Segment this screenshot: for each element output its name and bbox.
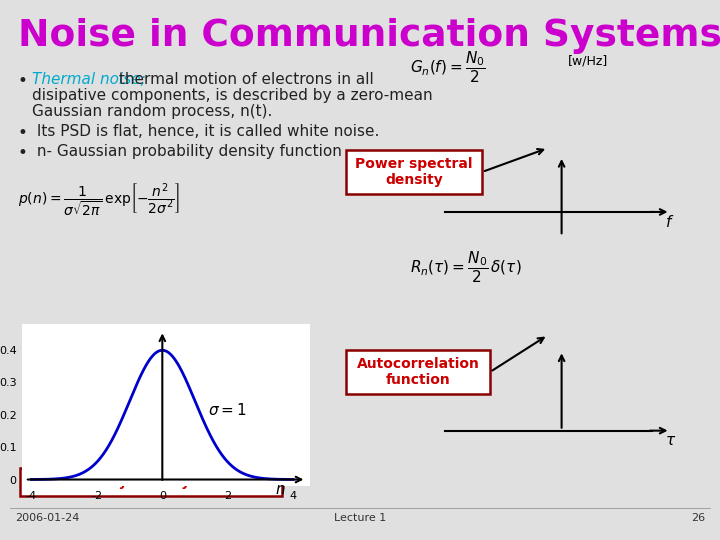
Text: Its PSD is flat, hence, it is called white noise.: Its PSD is flat, hence, it is called whi… [32,124,379,139]
Text: Autocorrelation
function: Autocorrelation function [356,357,480,387]
Text: Gaussian random process, n(t).: Gaussian random process, n(t). [32,104,272,119]
FancyBboxPatch shape [346,350,490,394]
Text: 2006-01-24: 2006-01-24 [15,513,79,523]
Text: thermal motion of electrons in all: thermal motion of electrons in all [114,72,374,87]
Text: Lecture 1: Lecture 1 [334,513,386,523]
Text: $\sigma = 1$: $\sigma = 1$ [208,402,247,418]
Text: $R_n(\tau) = \dfrac{N_0}{2}\,\delta(\tau)$: $R_n(\tau) = \dfrac{N_0}{2}\,\delta(\tau… [410,250,522,286]
Text: •: • [18,124,28,142]
Text: $G_n(f) = \dfrac{N_0}{2}$: $G_n(f) = \dfrac{N_0}{2}$ [410,50,486,85]
Text: n- Gaussian probability density function: n- Gaussian probability density function [32,144,342,159]
Text: $f$: $f$ [665,213,675,230]
Text: •: • [18,72,28,90]
Text: $\tau$: $\tau$ [665,433,677,448]
Text: $p(n) = \dfrac{1}{\sigma\sqrt{2\pi}}\,\exp\!\left[-\dfrac{n^2}{2\sigma^2}\right]: $p(n) = \dfrac{1}{\sigma\sqrt{2\pi}}\,\e… [18,182,180,219]
Text: •: • [18,144,28,162]
Text: 26: 26 [691,513,705,523]
Text: disipative components, is described by a zero-mean: disipative components, is described by a… [32,88,433,103]
FancyBboxPatch shape [346,150,482,194]
FancyBboxPatch shape [20,468,282,496]
Text: Noise in Communication Systems: Noise in Communication Systems [18,18,720,54]
Text: Thermal noise;: Thermal noise; [32,72,145,87]
Text: $n$: $n$ [275,482,285,497]
Text: Probability density function: Probability density function [42,475,260,489]
Text: [w/Hz]: [w/Hz] [568,54,608,67]
Text: Power spectral
density: Power spectral density [355,157,473,187]
